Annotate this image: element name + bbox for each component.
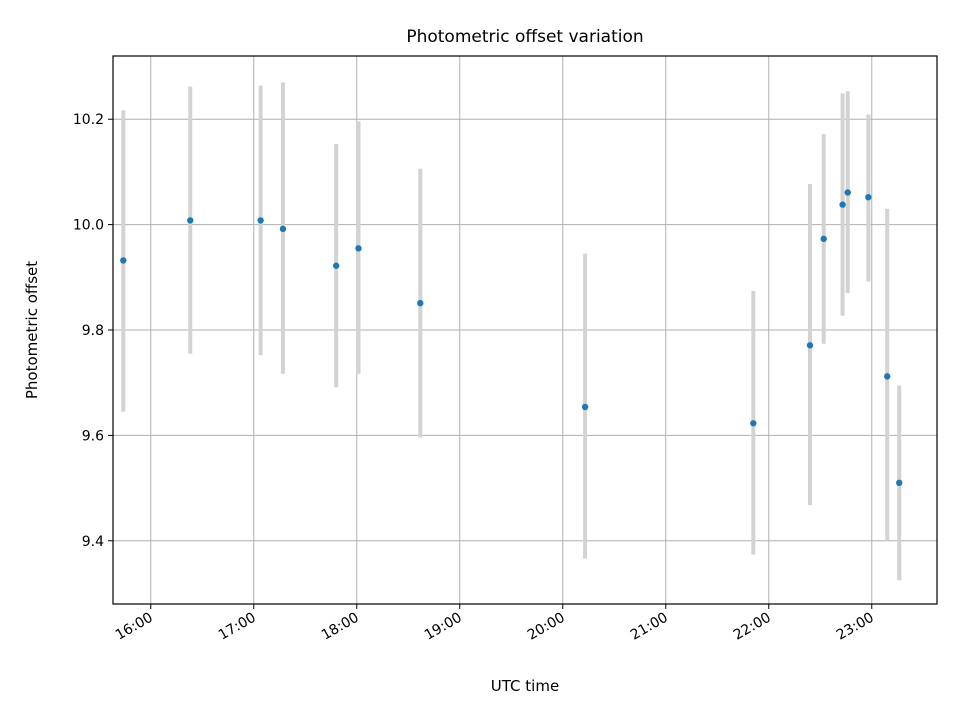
- data-point: [750, 420, 757, 427]
- data-point: [355, 245, 362, 252]
- y-tick-label: 10.2: [73, 112, 104, 128]
- y-axis-ticks: 9.4 9.6 9.8 10.0 10.2: [73, 112, 113, 550]
- data-point: [806, 342, 814, 349]
- data-point: [839, 201, 846, 208]
- y-axis-title: Photometric offset: [23, 261, 41, 399]
- data-point: [581, 403, 589, 411]
- y-tick-label: 9.4: [82, 534, 104, 550]
- data-point: [844, 189, 851, 196]
- chart-title: Photometric offset variation: [406, 27, 643, 47]
- data-point: [257, 217, 264, 224]
- y-tick-label: 9.6: [82, 428, 104, 444]
- y-tick-label: 10.0: [73, 218, 104, 234]
- data-point: [187, 217, 194, 224]
- data-point: [896, 479, 903, 487]
- data-point: [279, 225, 287, 233]
- data-points: [120, 189, 903, 487]
- data-point: [865, 194, 872, 201]
- data-point: [120, 257, 127, 264]
- x-axis-title: UTC time: [491, 677, 559, 695]
- data-point: [332, 262, 340, 269]
- data-point: [417, 299, 424, 307]
- y-tick-label: 9.8: [82, 323, 104, 339]
- data-point: [820, 235, 827, 243]
- data-point: [884, 373, 891, 380]
